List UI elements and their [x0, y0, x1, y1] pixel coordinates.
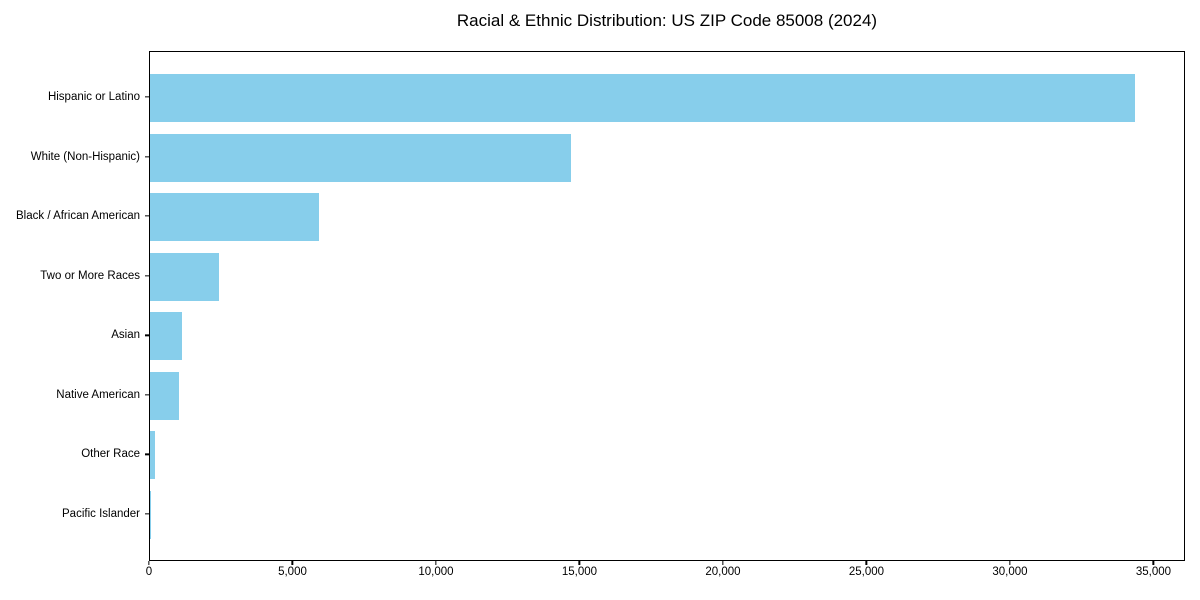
- y-tick-mark: [145, 155, 149, 158]
- x-tick-mark: [435, 561, 437, 565]
- y-tick-mark: [145, 96, 149, 98]
- y-tick-label-hispanic-or-latino: Hispanic or Latino: [47, 91, 140, 103]
- y-tick-mark: [145, 453, 149, 456]
- y-tick-mark: [145, 215, 149, 217]
- x-tick-label: 5,000: [278, 566, 307, 578]
- y-tick-mark: [145, 394, 149, 396]
- bar-white-non-hispanic: [150, 133, 572, 182]
- y-tick-mark: [145, 334, 149, 336]
- x-tick-label: 10,000: [418, 566, 454, 578]
- x-tick-label: 25,000: [848, 566, 885, 578]
- bar-native-american: [150, 371, 179, 420]
- y-tick-mark: [145, 513, 149, 515]
- bar-other-race: [150, 431, 155, 480]
- chart-title: Racial & Ethnic Distribution: US ZIP Cod…: [456, 11, 878, 30]
- y-tick-label-pacific-islander: Pacific Islander: [62, 507, 140, 520]
- x-tick-mark: [865, 561, 868, 565]
- x-tick-mark: [291, 561, 294, 565]
- x-tick-label: 35,000: [1135, 566, 1172, 578]
- x-tick-mark: [148, 561, 150, 565]
- y-tick-label-black-african-american: Black / African American: [16, 210, 140, 223]
- y-tick-label-white-non-hispanic: White (Non-Hispanic): [30, 150, 140, 163]
- bar-asian: [150, 312, 182, 361]
- x-tick-label: 20,000: [705, 566, 741, 578]
- y-tick-mark: [145, 275, 149, 277]
- bar-black-african-american: [150, 193, 319, 242]
- bar-hispanic-or-latino: [150, 74, 1136, 122]
- x-tick-mark: [578, 561, 581, 565]
- y-tick-label-native-american: Native American: [56, 388, 140, 401]
- y-tick-label-two-or-more-races: Two or More Races: [40, 269, 140, 282]
- x-tick-mark: [1009, 561, 1011, 565]
- y-tick-label-asian: Asian: [111, 329, 140, 342]
- x-tick-label: 0: [145, 566, 153, 578]
- x-tick-mark: [1152, 561, 1155, 565]
- x-tick-label: 15,000: [561, 566, 598, 578]
- plot-area: [149, 51, 1185, 561]
- x-tick-mark: [722, 561, 724, 565]
- bar-pacific-islander: [150, 490, 151, 539]
- y-tick-label-other-race: Other Race: [81, 448, 140, 461]
- bar-two-or-more-races: [150, 252, 219, 301]
- x-tick-label: 30,000: [992, 566, 1028, 578]
